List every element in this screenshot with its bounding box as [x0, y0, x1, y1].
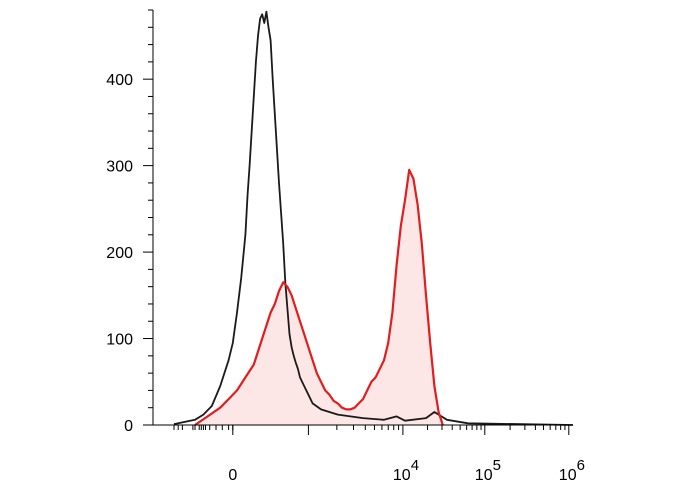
y-tick-label: 300 — [106, 159, 133, 176]
y-tick-label: 200 — [106, 245, 133, 262]
axes: 0 100 200 300 400 0 104 105 106 — [106, 9, 585, 484]
plot-area — [173, 10, 574, 426]
y-tick-label: 400 — [106, 72, 133, 89]
x-tick-label: 105 — [475, 457, 501, 484]
y-tick-label: 0 — [124, 418, 133, 435]
y-tick-label: 100 — [106, 332, 133, 349]
series-1-fill — [195, 169, 443, 425]
x-tick-label: 104 — [393, 457, 419, 484]
series-0-line — [173, 10, 574, 426]
series-1-line — [194, 168, 444, 426]
x-tick-label: 0 — [228, 467, 237, 484]
x-tick-label: 106 — [559, 457, 585, 484]
